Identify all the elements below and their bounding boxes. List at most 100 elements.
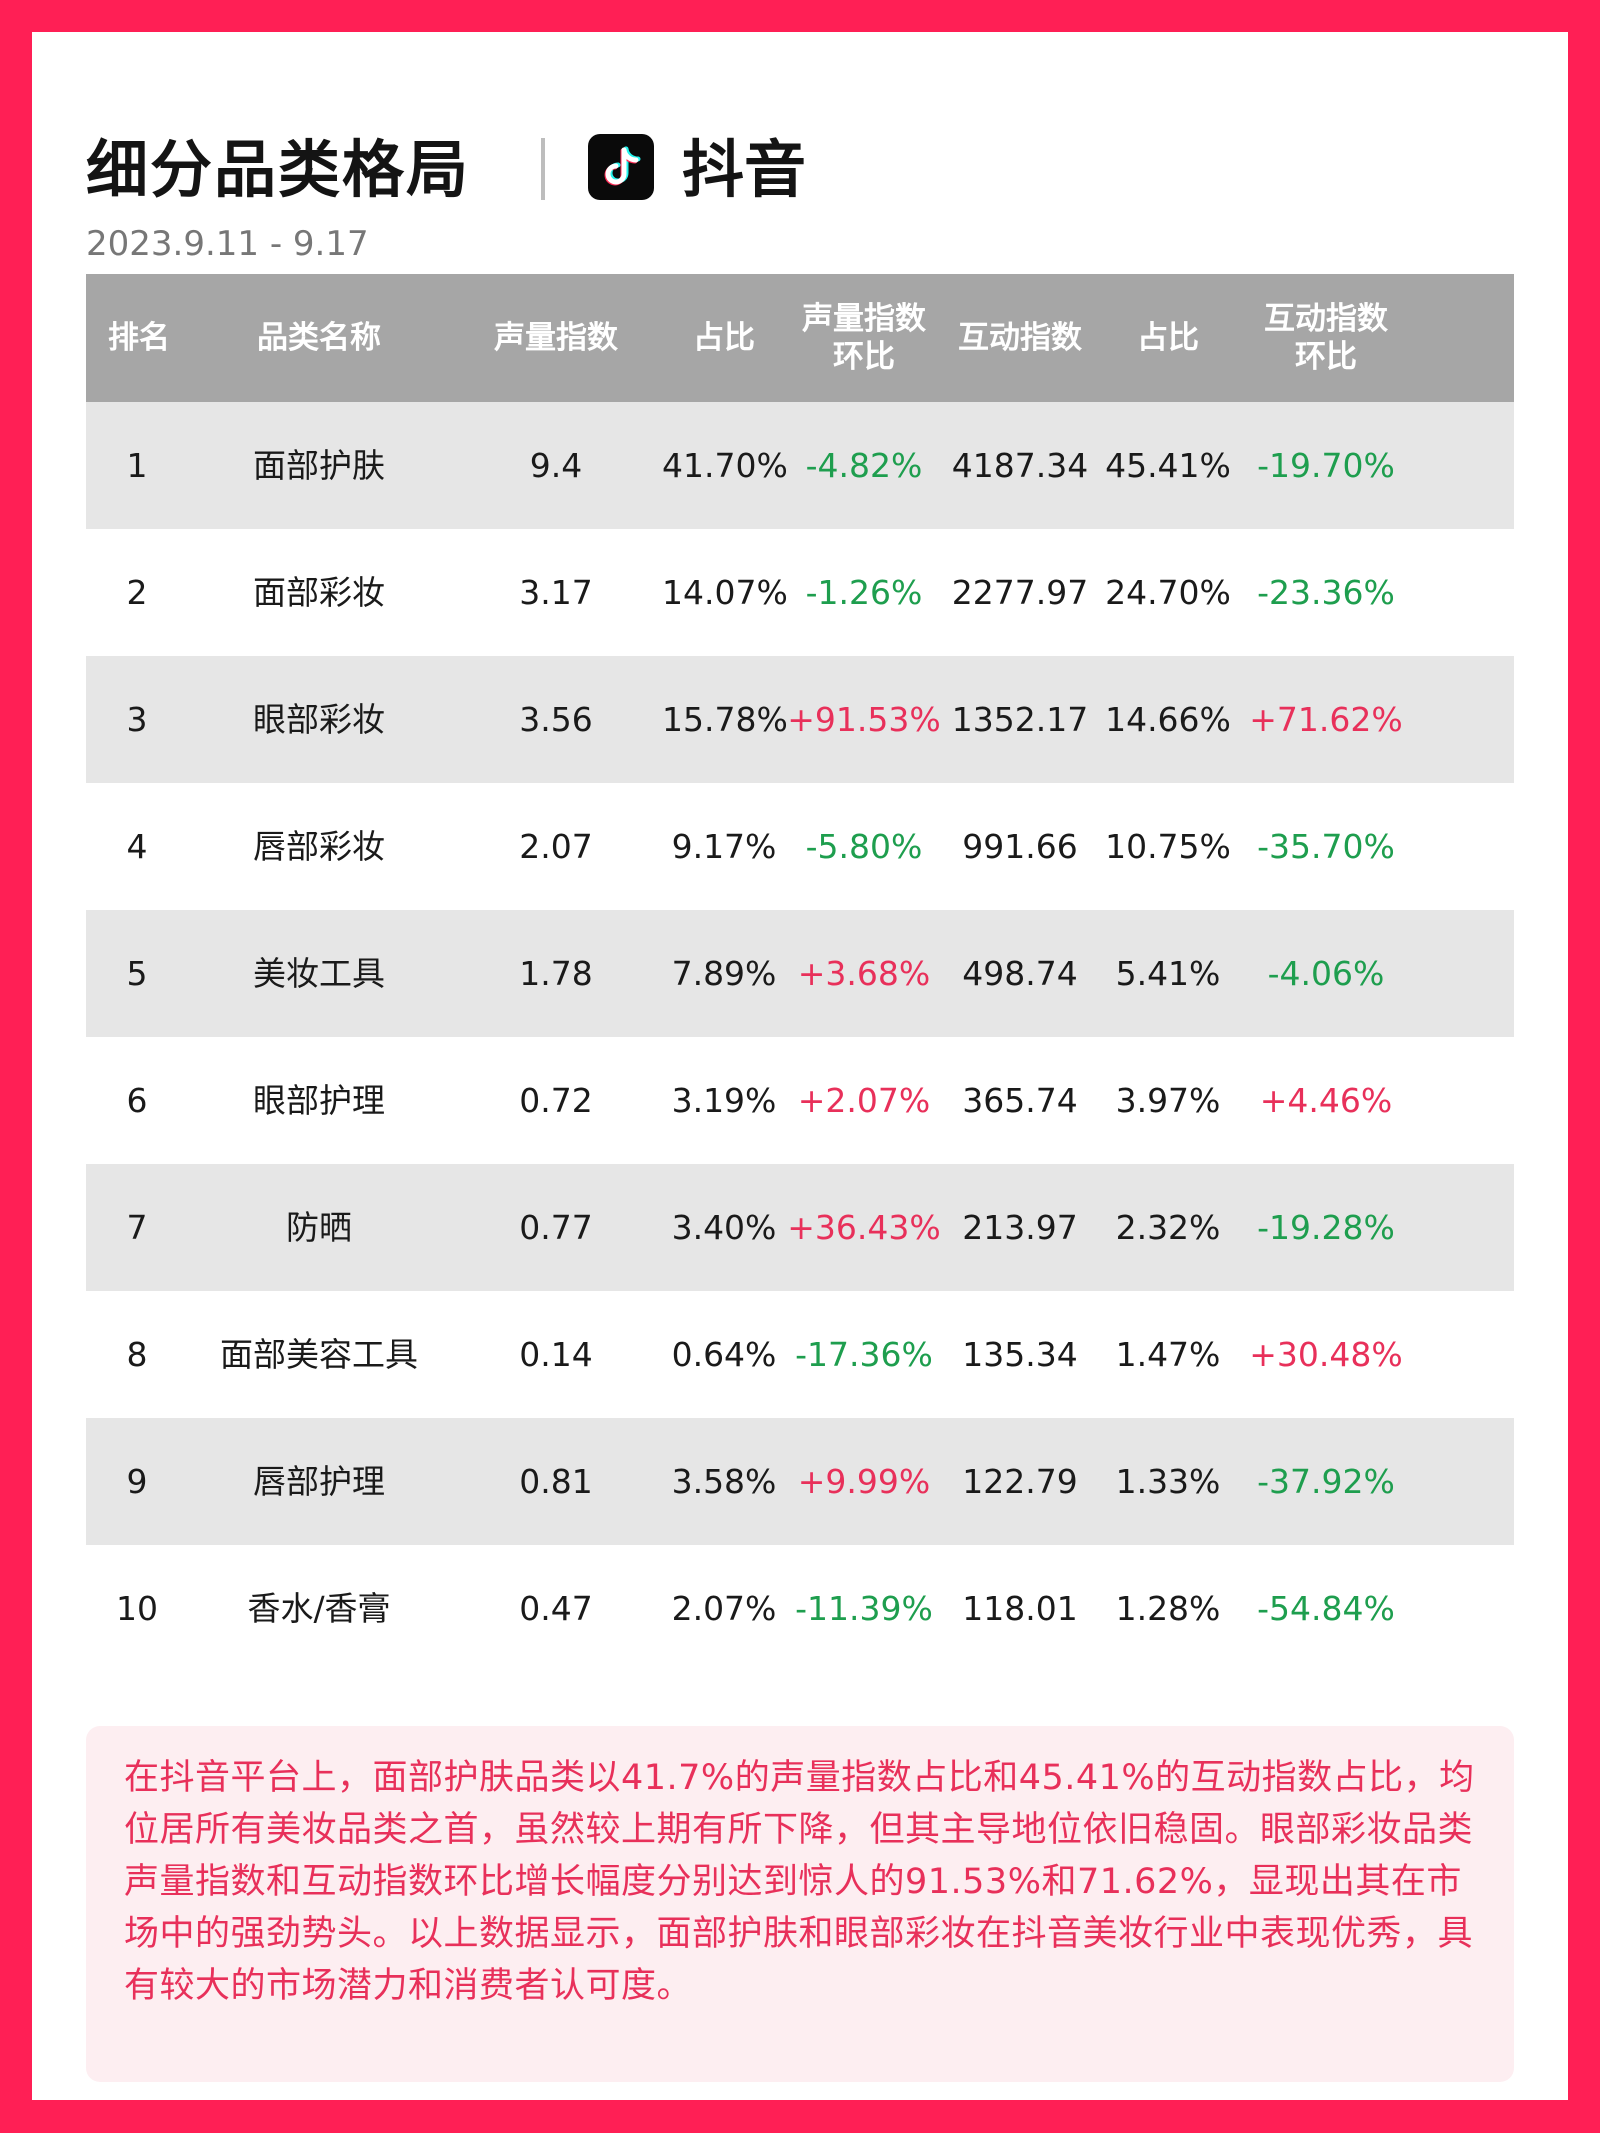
interaction-index-cell: 4187.34 [951,445,1089,485]
table-header: 排名 品类名称 声量指数 占比 声量指数 环比 互动指数 占比 互动指数 环比 [86,274,1514,402]
title-divider [541,138,545,200]
interaction-index-cell: 135.34 [962,1334,1078,1374]
volume-index-cell: 0.77 [519,1207,593,1247]
summary-note: 在抖音平台上，面部护肤品类以41.7%的声量指数占比和45.41%的互动指数占比… [86,1726,1514,2082]
interaction-share-cell: 1.47% [1115,1334,1221,1374]
douyin-logo-icon [588,134,654,200]
volume-share-cell: 7.89% [671,953,777,993]
rank-cell: 5 [126,953,148,993]
category-cell: 眼部护理 [253,1080,385,1120]
category-cell: 眼部彩妆 [253,699,385,739]
interaction-mom-cell: +30.48% [1249,1334,1403,1374]
volume-index-cell: 0.72 [519,1080,593,1120]
header: 细分品类格局 抖音 [86,102,1506,242]
interaction-share-cell: 10.75% [1105,826,1231,866]
category-cell: 面部护肤 [253,445,385,485]
volume-index-cell: 9.4 [529,445,583,485]
table-row: 8 面部美容工具 0.14 0.64% -17.36% 135.34 1.47%… [86,1291,1514,1418]
volume-index-cell: 0.14 [519,1334,593,1374]
interaction-mom-cell: -37.92% [1257,1461,1395,1501]
volume-mom-cell: +3.68% [797,953,931,993]
interaction-share-cell: 45.41% [1105,445,1231,485]
col-interaction-mom: 互动指数 环比 [1238,300,1414,376]
rank-cell: 7 [126,1207,148,1247]
col-volume-mom-line2: 环比 [833,339,895,375]
category-cell: 面部美容工具 [220,1334,418,1374]
volume-share-cell: 9.17% [671,826,777,866]
interaction-share-cell: 14.66% [1105,699,1231,739]
table-row: 6 眼部护理 0.72 3.19% +2.07% 365.74 3.97% +4… [86,1037,1514,1164]
interaction-index-cell: 365.74 [962,1080,1078,1120]
interaction-mom-cell: -19.70% [1257,445,1395,485]
col-interaction-mom-line1: 互动指数 [1264,301,1388,337]
interaction-mom-cell: +71.62% [1249,699,1403,739]
rank-cell: 6 [126,1080,148,1120]
volume-share-cell: 3.58% [671,1461,777,1501]
table-row: 7 防晒 0.77 3.40% +36.43% 213.97 2.32% -19… [86,1164,1514,1291]
col-interaction-mom-line2: 环比 [1295,339,1357,375]
volume-index-cell: 3.56 [519,699,593,739]
interaction-index-cell: 1352.17 [951,699,1089,739]
brand-name: 抖音 [682,133,807,206]
table-row: 1 面部护肤 9.4 41.70% -4.82% 4187.34 45.41% … [86,402,1514,529]
col-volume-index: 声量指数 [494,320,618,356]
interaction-share-cell: 3.97% [1115,1080,1221,1120]
interaction-index-cell: 2277.97 [951,572,1089,612]
summary-text: 在抖音平台上，面部护肤品类以41.7%的声量指数占比和45.41%的互动指数占比… [124,1758,1475,2006]
interaction-index-cell: 213.97 [962,1207,1078,1247]
volume-share-cell: 41.70% [662,445,788,485]
interaction-share-cell: 24.70% [1105,572,1231,612]
date-range: 2023.9.11 - 9.17 [86,224,369,264]
report-card: 细分品类格局 抖音 2023.9.11 - 9.17 [32,32,1568,2100]
col-volume-share: 占比 [693,320,755,356]
category-cell: 唇部彩妆 [253,826,385,866]
category-cell: 唇部护理 [253,1461,385,1501]
category-cell: 面部彩妆 [253,572,385,612]
interaction-mom-cell: -19.28% [1257,1207,1395,1247]
interaction-index-cell: 122.79 [962,1461,1078,1501]
interaction-index-cell: 991.66 [962,826,1078,866]
rank-cell: 2 [126,572,148,612]
interaction-share-cell: 5.41% [1115,953,1221,993]
table-row: 5 美妆工具 1.78 7.89% +3.68% 498.74 5.41% -4… [86,910,1514,1037]
volume-share-cell: 0.64% [671,1334,777,1374]
interaction-mom-cell: -23.36% [1257,572,1395,612]
interaction-index-cell: 498.74 [962,953,1078,993]
interaction-index-cell: 118.01 [962,1588,1078,1628]
volume-index-cell: 0.47 [519,1588,593,1628]
interaction-mom-cell: -54.84% [1257,1588,1395,1628]
volume-index-cell: 1.78 [519,953,593,993]
table-row: 10 香水/香膏 0.47 2.07% -11.39% 118.01 1.28%… [86,1545,1514,1672]
category-cell: 防晒 [286,1207,352,1247]
interaction-share-cell: 1.33% [1115,1461,1221,1501]
volume-mom-cell: -4.82% [805,445,923,485]
category-table: 排名 品类名称 声量指数 占比 声量指数 环比 互动指数 占比 互动指数 环比 … [86,274,1514,1672]
volume-mom-cell: +9.99% [797,1461,931,1501]
rank-cell: 1 [126,445,148,485]
category-cell: 美妆工具 [253,953,385,993]
volume-mom-cell: +36.43% [787,1207,941,1247]
volume-mom-cell: +91.53% [787,699,941,739]
col-volume-mom: 声量指数 环比 [786,300,942,376]
category-cell: 香水/香膏 [247,1588,391,1628]
interaction-mom-cell: -4.06% [1267,953,1385,993]
volume-share-cell: 3.40% [671,1207,777,1247]
volume-index-cell: 3.17 [519,572,593,612]
volume-share-cell: 3.19% [671,1080,777,1120]
volume-mom-cell: -11.39% [795,1588,933,1628]
interaction-share-cell: 2.32% [1115,1207,1221,1247]
table-row: 2 面部彩妆 3.17 14.07% -1.26% 2277.97 24.70%… [86,529,1514,656]
interaction-share-cell: 1.28% [1115,1588,1221,1628]
rank-cell: 9 [126,1461,148,1501]
volume-index-cell: 0.81 [519,1461,593,1501]
col-interaction-share: 占比 [1137,320,1199,356]
interaction-mom-cell: -35.70% [1257,826,1395,866]
volume-mom-cell: -1.26% [805,572,923,612]
rank-cell: 4 [126,826,148,866]
col-interaction-index: 互动指数 [958,320,1082,356]
col-volume-mom-line1: 声量指数 [802,301,926,337]
rank-cell: 8 [126,1334,148,1374]
page-title: 细分品类格局 [86,133,471,206]
table-row: 9 唇部护理 0.81 3.58% +9.99% 122.79 1.33% -3… [86,1418,1514,1545]
col-category: 品类名称 [257,320,381,356]
